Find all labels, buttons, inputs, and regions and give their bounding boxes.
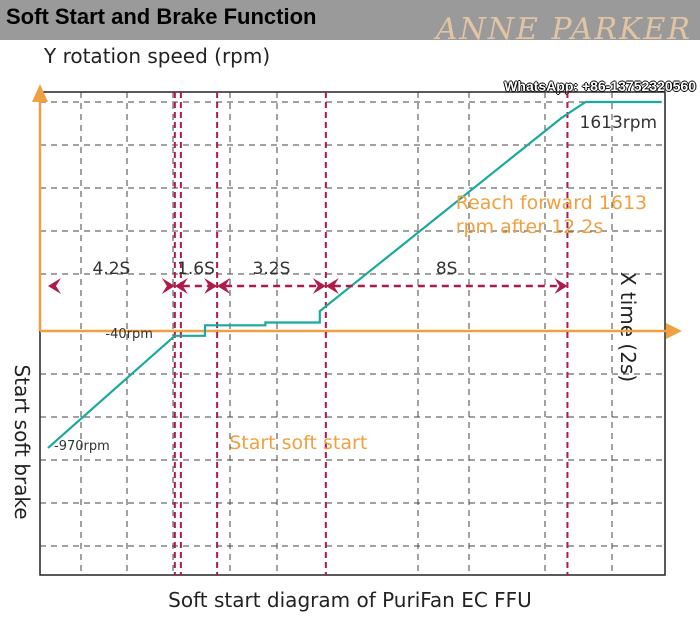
interval-label: 1.6S xyxy=(177,259,215,279)
y-axis-label: Y rotation speed (rpm) xyxy=(44,44,271,68)
y-axis-arrowhead xyxy=(32,84,48,102)
interval-arrow-right xyxy=(161,278,175,294)
speed-series-line xyxy=(47,100,662,449)
plot-frame xyxy=(39,91,666,576)
chart-labels: 1613rpm -40rpm -970rpm Reach forward 1613rp… xyxy=(54,113,657,454)
interval-label: 4.2S xyxy=(93,259,131,279)
brand-watermark: ANNE PARKER xyxy=(435,12,692,47)
speed-curve xyxy=(47,100,662,449)
interval-label: 3.2S xyxy=(253,259,291,279)
title-banner: Soft Start and Brake Function xyxy=(0,0,700,40)
interval-arrow-left xyxy=(48,278,61,294)
interval-label: 8S xyxy=(436,259,458,279)
interval-arrow-left xyxy=(325,278,339,294)
point-label: 1613rpm xyxy=(580,113,658,133)
annotation-label: Start soft start xyxy=(229,432,367,454)
interval-arrow-left xyxy=(217,278,231,294)
interval-markers: 4.2S 1.6S 3.2S 8S xyxy=(48,259,568,294)
interval-arrow-right xyxy=(554,278,568,294)
point-label: -40rpm xyxy=(105,327,153,342)
interval-boundaries xyxy=(173,92,569,575)
interval-arrow-left xyxy=(174,278,188,294)
point-label: -970rpm xyxy=(54,439,110,454)
contact-watermark: WhatsApp: +86-13752320560 xyxy=(504,78,696,94)
grid-lines xyxy=(39,91,666,576)
banner-title: Soft Start and Brake Function xyxy=(6,4,317,29)
axes xyxy=(32,84,682,339)
interval-arrow-right xyxy=(312,278,326,294)
x-axis-arrowhead xyxy=(666,323,682,339)
chart-caption: Soft start diagram of PuriFan EC FFU xyxy=(168,588,532,612)
annotation-label: Reach forward 1613 xyxy=(456,192,647,214)
annotation-label: rpm after 12.2s xyxy=(456,216,604,238)
interval-arrow-right xyxy=(204,278,218,294)
